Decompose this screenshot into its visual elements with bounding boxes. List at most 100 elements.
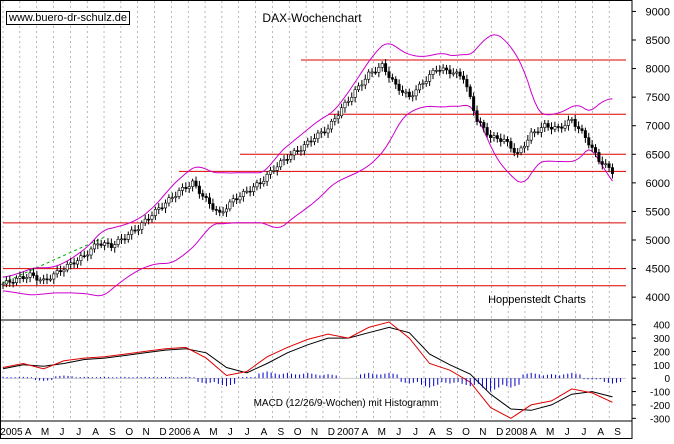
x-tick-label: 2005 <box>0 427 23 438</box>
candle-body <box>45 278 49 281</box>
candle-body <box>275 166 279 171</box>
candle-body <box>228 201 232 210</box>
candle-body <box>296 150 300 152</box>
candle-body <box>455 71 459 74</box>
candle-body <box>258 182 262 185</box>
x-tick-label: D <box>159 427 166 438</box>
candle-body <box>238 196 242 201</box>
candle-body <box>583 130 587 138</box>
candle-body <box>458 71 462 77</box>
candle-body <box>580 128 584 131</box>
candle-body <box>340 107 344 117</box>
candle-body <box>11 281 15 284</box>
x-tick-label: M <box>209 427 217 438</box>
macd-y-tick-label: -100 <box>650 388 670 399</box>
candle-body <box>326 128 330 134</box>
candle-body <box>31 272 35 276</box>
x-tick-label: 2006 <box>169 427 192 438</box>
macd-signal-line <box>2 326 613 411</box>
candle-body <box>75 260 79 265</box>
candle-body <box>96 243 100 246</box>
candle-body <box>28 272 32 278</box>
candle-body <box>15 277 19 283</box>
candle-body <box>38 279 42 282</box>
candle-body <box>451 72 455 75</box>
candle-body <box>350 97 354 102</box>
candle-body <box>214 209 218 211</box>
y-tick-label: 7000 <box>646 121 670 133</box>
candle-body <box>550 126 554 130</box>
candle-body <box>113 244 117 248</box>
candle-body <box>573 119 577 127</box>
y-tick-label: 9000 <box>646 6 670 18</box>
candle-body <box>309 140 313 143</box>
x-tick-label: D <box>496 427 503 438</box>
candle-body <box>390 77 394 80</box>
x-tick-label: J <box>59 427 64 438</box>
candle-body <box>539 127 543 133</box>
candle-body <box>384 63 388 73</box>
candle-body <box>472 96 476 112</box>
candle-body <box>106 242 110 245</box>
candle-body <box>316 132 320 139</box>
candle-body <box>478 121 482 123</box>
lower-band <box>2 104 613 297</box>
candle-body <box>401 90 405 93</box>
y-tick-label: 6000 <box>646 178 670 190</box>
grid <box>2 1 610 421</box>
candle-body <box>407 91 411 97</box>
candle-body <box>546 123 550 128</box>
candle-body <box>62 269 66 273</box>
candle-body <box>25 277 29 280</box>
candle-body <box>86 254 90 257</box>
y-tick-label: 6500 <box>646 149 670 161</box>
candle-body <box>8 280 12 283</box>
candle-body <box>204 195 208 199</box>
candle-body <box>279 160 283 168</box>
candle-body <box>268 170 272 175</box>
candle-body <box>55 270 59 275</box>
candle-body <box>319 131 323 134</box>
candle-body <box>414 89 418 97</box>
x-tick-label: J <box>76 427 81 438</box>
candle-body <box>553 126 557 130</box>
candle-body <box>590 144 594 148</box>
candle-body <box>120 238 124 241</box>
candle-body <box>428 74 432 82</box>
candle-body <box>424 81 428 84</box>
candle-body <box>343 101 347 109</box>
candle-body <box>221 211 225 214</box>
candle-body <box>560 126 564 129</box>
candle-body <box>445 67 449 71</box>
candle-body <box>140 222 144 230</box>
candle-body <box>252 186 256 192</box>
x-tick-label: N <box>311 427 318 438</box>
candle-body <box>556 126 560 128</box>
candle-body <box>431 70 435 75</box>
candle-body <box>72 262 76 265</box>
source-label: Hoppenstedt Charts <box>488 294 586 306</box>
candle-body <box>417 83 421 91</box>
macd-y-tick-label: 0 <box>664 374 670 385</box>
candle-body <box>373 71 377 74</box>
x-tick-label: M <box>546 427 554 438</box>
x-tick-label: J <box>396 427 401 438</box>
candle-body <box>289 154 293 160</box>
y-tick-label: 4000 <box>646 292 670 304</box>
plot-frame <box>0 0 633 439</box>
candle-body <box>302 144 306 151</box>
candle-body <box>285 159 289 161</box>
candle-body <box>136 229 140 231</box>
candle-body <box>577 126 581 129</box>
candle-body <box>607 163 611 168</box>
x-tick-label: A <box>25 427 32 438</box>
candle-body <box>211 203 215 210</box>
x-tick-label: O <box>462 427 470 438</box>
candle-body <box>465 79 469 88</box>
candle-body <box>52 273 56 280</box>
candle-body <box>394 78 398 85</box>
candle-body <box>180 187 184 191</box>
candle-body <box>346 101 350 103</box>
candle-body <box>357 85 361 90</box>
